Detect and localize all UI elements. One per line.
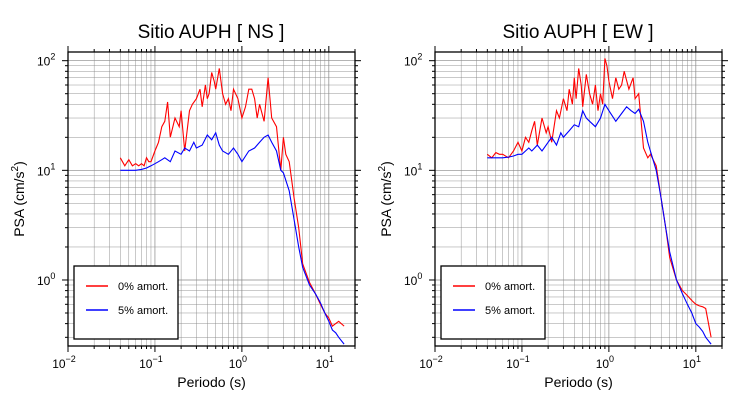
y-tick-exponent: 0 [417,271,422,281]
legend: 0% amort. 5% amort. [73,265,179,340]
x-tick-label: 10−1 [139,354,163,371]
series-line-undamped [119,68,345,327]
y-axis-label-main: PSA (cm/s [11,171,27,236]
legend-label: 5% amort. [118,305,168,317]
legend-label: 0% amort. [118,281,168,293]
grid [67,52,356,346]
y-tick-label: 101 [37,161,55,178]
y-tick-label: 100 [404,271,422,288]
x-tick-exponent: −1 [519,354,529,364]
x-axis-label: Periodo (s) [544,374,612,390]
x-tick-exponent: −2 [66,354,76,364]
legend-label: 5% amort. [485,305,535,317]
y-tick-exponent: 2 [50,52,55,62]
x-tick-exponent: 1 [329,354,334,364]
y-axis-label: PSA (cm/s2) [377,161,394,237]
y-tick-label: 100 [37,271,55,288]
x-tick-exponent: 1 [696,354,701,364]
legend-box [440,265,546,340]
y-tick-exponent: 0 [50,271,55,281]
x-tick-label: 10−2 [419,354,443,371]
x-tick-label: 100 [596,354,614,371]
series-line-damped [487,103,712,345]
x-tick-label: 101 [683,354,701,371]
chart-title: Sitio AUPH [ EW ] [503,22,654,43]
x-tick-exponent: 0 [609,354,614,364]
y-tick-label: 102 [37,52,55,69]
x-tick-exponent: −1 [152,354,162,364]
x-tick-label: 100 [229,354,247,371]
legend-label: 0% amort. [485,281,535,293]
y-tick-exponent: 1 [50,161,55,171]
y-tick-exponent: 2 [417,52,422,62]
x-tick-exponent: 0 [242,354,247,364]
y-tick-exponent: 1 [417,161,422,171]
y-axis-label-close: ) [11,161,27,166]
series-line-damped [120,131,345,345]
y-axis-label: PSA (cm/s2) [10,161,27,237]
y-tick-label: 102 [404,52,422,69]
y-axis-label-superscript: 2 [377,165,388,171]
y-axis-label-superscript: 2 [10,165,21,171]
x-tick-label: 10−2 [52,354,76,371]
legend: 0% amort. 5% amort. [440,265,546,340]
x-tick-label: 10−1 [506,354,530,371]
x-tick-label: 101 [316,354,334,371]
y-axis-label-main: PSA (cm/s [378,171,394,236]
chart-title: Sitio AUPH [ NS ] [138,22,285,43]
plot-frame [434,51,723,347]
y-tick-label: 101 [404,161,422,178]
plot-frame [67,51,356,347]
x-tick-exponent: −2 [433,354,443,364]
x-axis-label: Periodo (s) [177,374,245,390]
legend-box [73,265,179,340]
y-axis-label-close: ) [378,161,394,166]
